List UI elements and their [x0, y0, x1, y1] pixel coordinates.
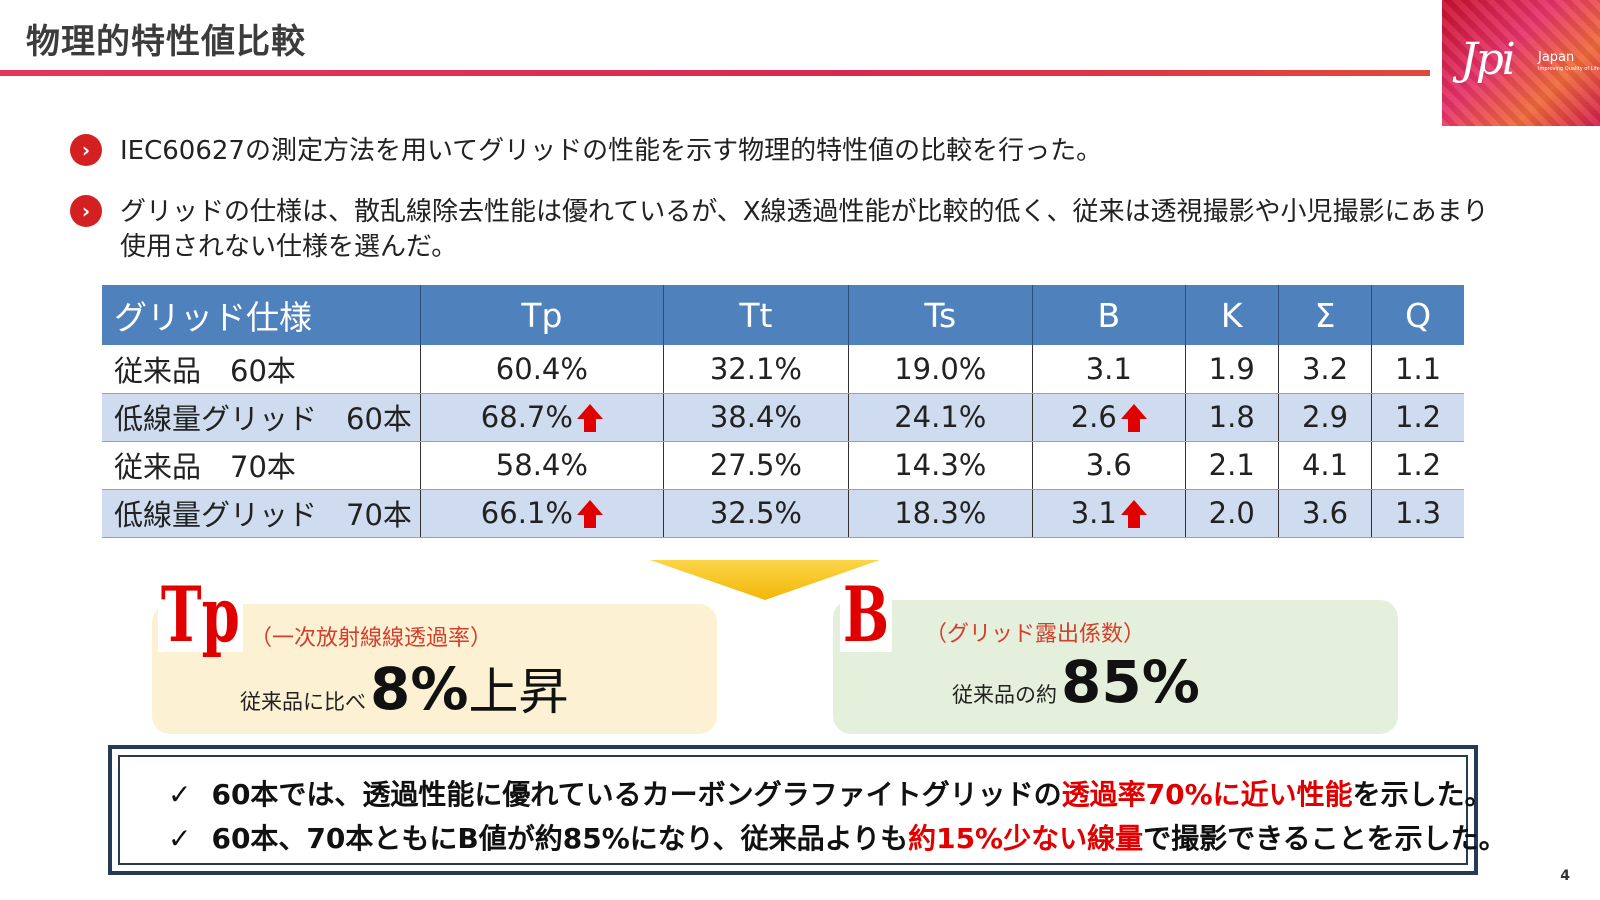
page-title: 物理的特性値比較	[26, 22, 306, 62]
cell-value: 2.6	[1070, 400, 1117, 434]
table-cell: 2.9	[1278, 393, 1373, 442]
bullet-1: › IEC60627の測定方法を用いてグリッドの性能を示す物理的特性値の比較を行…	[70, 134, 1102, 169]
check-icon: ✓	[168, 822, 192, 855]
table-cell: 従来品 60本	[102, 345, 421, 394]
table-cell: 32.5%	[663, 489, 849, 538]
table-row: 従来品 60本 60.4% 32.1% 19.0% 3.1 1.9 3.2 1.…	[102, 345, 1464, 394]
header-cell: Q	[1371, 285, 1464, 345]
check-icon: ✓	[168, 778, 192, 811]
up-arrow-icon	[576, 500, 603, 530]
tp-result-box	[152, 604, 717, 734]
cell-value: 66.1%	[480, 496, 573, 530]
chevron-right-icon: ›	[70, 195, 102, 227]
b-label: B	[840, 577, 893, 653]
spec-table: グリッド仕様 Tp Tt Ts B K Σ Q 従来品 60本 60.4% 32…	[102, 285, 1464, 538]
b-result-value: 85%	[1061, 648, 1200, 716]
summary-text: 60本では、透過性能に優れているカーボングラファイトグリッドの	[211, 778, 1062, 811]
tp-result: 従来品に比べ 8% 上昇	[240, 652, 568, 724]
bullet-2: › グリッドの仕様は、散乱線除去性能は優れているが、X線透過性能が比較的低く、従…	[70, 195, 1490, 265]
page-number: 4	[1560, 868, 1570, 884]
table-cell: 32.1%	[663, 345, 849, 394]
table-cell: 38.4%	[663, 393, 849, 442]
table-cell: 2.1	[1185, 441, 1279, 490]
table-cell: 1.8	[1185, 393, 1279, 442]
tp-subtitle: （一次放射線線透過率）	[250, 626, 493, 651]
b-result: 従来品の約 85%	[952, 648, 1200, 716]
table-row: 従来品 70本 58.4% 27.5% 14.3% 3.6 2.1 4.1 1.…	[102, 441, 1464, 490]
table-cell: 19.0%	[848, 345, 1033, 394]
summary-highlight: 透過率70%に近い性能	[1061, 778, 1353, 811]
summary-inner: ✓ 60本では、透過性能に優れているカーボングラファイトグリッドの透過率70%に近…	[118, 755, 1507, 865]
title-underline	[0, 70, 1430, 76]
table-cell: 4.1	[1278, 441, 1373, 490]
tp-label: Tp	[158, 577, 243, 653]
table-row: 低線量グリッド 60本 68.7% 38.4% 24.1% 2.6 1.8 2.…	[102, 393, 1464, 442]
table-cell: 低線量グリッド 60本	[102, 393, 421, 442]
logo-mark: Jpi	[1460, 34, 1516, 85]
header-cell: B	[1032, 285, 1186, 345]
summary-highlight: 約15%少ない線量	[908, 822, 1144, 855]
table-cell: 3.6	[1032, 441, 1186, 490]
table-cell: 3.2	[1278, 345, 1373, 394]
table-cell: 27.5%	[663, 441, 849, 490]
table-cell: 66.1%	[420, 489, 665, 538]
table-cell: 1.2	[1371, 393, 1464, 442]
table-cell: 1.9	[1185, 345, 1279, 394]
tp-result-prefix: 従来品に比べ	[240, 690, 366, 714]
logo-tagline: Improving Quality of Life	[1538, 66, 1600, 72]
up-arrow-icon	[1120, 404, 1147, 434]
header-cell: K	[1185, 285, 1279, 345]
table-header-row: グリッド仕様 Tp Tt Ts B K Σ Q	[102, 285, 1464, 345]
header-cell: Ts	[848, 285, 1033, 345]
table-cell: 60.4%	[420, 345, 665, 394]
table-cell: 1.3	[1371, 489, 1464, 538]
down-arrow-icon	[650, 560, 880, 600]
table-cell: 低線量グリッド 70本	[102, 489, 421, 538]
header-cell: Tp	[420, 285, 665, 345]
summary-text: で撮影できることを示した。	[1143, 822, 1507, 855]
table-cell: 1.2	[1371, 441, 1464, 490]
table-cell: 2.6	[1032, 393, 1186, 442]
header-cell: グリッド仕様	[102, 285, 421, 345]
table-cell: 従来品 70本	[102, 441, 421, 490]
tp-result-suffix: 上昇	[468, 663, 569, 721]
logo-text: Japan	[1538, 50, 1575, 65]
b-result-prefix: 従来品の約	[952, 683, 1057, 707]
table-row: 低線量グリッド 70本 66.1% 32.5% 18.3% 3.1 2.0 3.…	[102, 489, 1464, 538]
header-cell: Σ	[1278, 285, 1373, 345]
table-cell: 3.1	[1032, 489, 1186, 538]
summary-text: を示した。	[1352, 778, 1493, 811]
table-cell: 1.1	[1371, 345, 1464, 394]
bullet-text: IEC60627の測定方法を用いてグリッドの性能を示す物理的特性値の比較を行った…	[120, 136, 1103, 166]
cell-value: 68.7%	[480, 400, 573, 434]
b-result-box	[833, 600, 1398, 734]
table-cell: 2.0	[1185, 489, 1279, 538]
table-cell: 58.4%	[420, 441, 665, 490]
summary-text: 60本、70本ともにB値が約85%になり、従来品よりも	[211, 822, 909, 855]
table-cell: 3.1	[1032, 345, 1186, 394]
table-cell: 18.3%	[848, 489, 1033, 538]
summary-line-2: ✓ 60本、70本ともにB値が約85%になり、従来品よりも約15%少ない線量で撮影…	[168, 817, 1507, 861]
cell-value: 3.1	[1070, 496, 1117, 530]
summary-box: ✓ 60本では、透過性能に優れているカーボングラファイトグリッドの透過率70%に近…	[108, 745, 1507, 875]
summary-line-1: ✓ 60本では、透過性能に優れているカーボングラファイトグリッドの透過率70%に近…	[168, 773, 1493, 817]
header-cell: Tt	[663, 285, 849, 345]
up-arrow-icon	[576, 404, 603, 434]
b-subtitle: （グリッド露出係数）	[925, 622, 1146, 647]
table-cell: 14.3%	[848, 441, 1033, 490]
tp-result-value: 8%	[370, 655, 469, 723]
company-logo: Jpi Japan Improving Quality of Life	[1442, 0, 1600, 126]
table-cell: 3.6	[1278, 489, 1373, 538]
bullet-text: グリッドの仕様は、散乱線除去性能は優れているが、X線透過性能が比較的低く、従来は…	[120, 197, 1489, 262]
chevron-right-icon: ›	[70, 134, 102, 166]
table-cell: 24.1%	[848, 393, 1033, 442]
up-arrow-icon	[1120, 500, 1147, 530]
table-cell: 68.7%	[420, 393, 665, 442]
